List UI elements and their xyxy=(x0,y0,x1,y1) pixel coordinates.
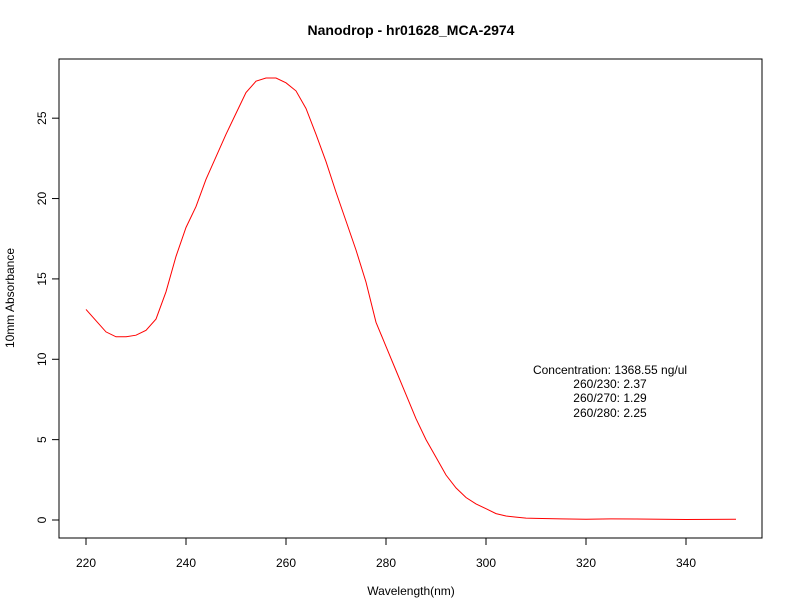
x-tick-label: 300 xyxy=(476,556,496,570)
y-tick-label: 25 xyxy=(35,111,49,125)
annotation-concentration: Concentration: 1368.55 ng/ul xyxy=(533,363,687,377)
x-axis: 220 240 260 280 300 320 340 xyxy=(76,537,696,570)
y-axis: 0 5 10 15 20 25 xyxy=(35,111,60,523)
y-axis-label: 10mm Absorbance xyxy=(3,248,17,348)
annotation-ratio-260-230: 260/230: 2.37 xyxy=(573,377,647,391)
y-tick-label: 15 xyxy=(35,272,49,286)
chart-title: Nanodrop - hr01628_MCA-2974 xyxy=(308,22,515,38)
plot-frame xyxy=(58,58,763,539)
x-tick-label: 240 xyxy=(176,556,196,570)
absorbance-line xyxy=(85,77,737,521)
y-tick-label: 10 xyxy=(35,352,49,366)
x-tick-label: 220 xyxy=(76,556,96,570)
x-tick-label: 260 xyxy=(276,556,296,570)
x-tick-label: 340 xyxy=(676,556,696,570)
x-axis-label: Wavelength(nm) xyxy=(367,584,455,598)
x-tick-label: 280 xyxy=(376,556,396,570)
y-tick-label: 5 xyxy=(35,436,49,443)
annotation-ratio-260-270: 260/270: 1.29 xyxy=(573,391,647,405)
x-tick-label: 320 xyxy=(576,556,596,570)
annotation-ratio-260-280: 260/280: 2.25 xyxy=(573,406,647,420)
y-tick-label: 0 xyxy=(35,516,49,523)
annotation-block: Concentration: 1368.55 ng/ul 260/230: 2.… xyxy=(533,363,687,420)
absorbance-points xyxy=(85,77,737,520)
y-tick-label: 20 xyxy=(35,192,49,206)
